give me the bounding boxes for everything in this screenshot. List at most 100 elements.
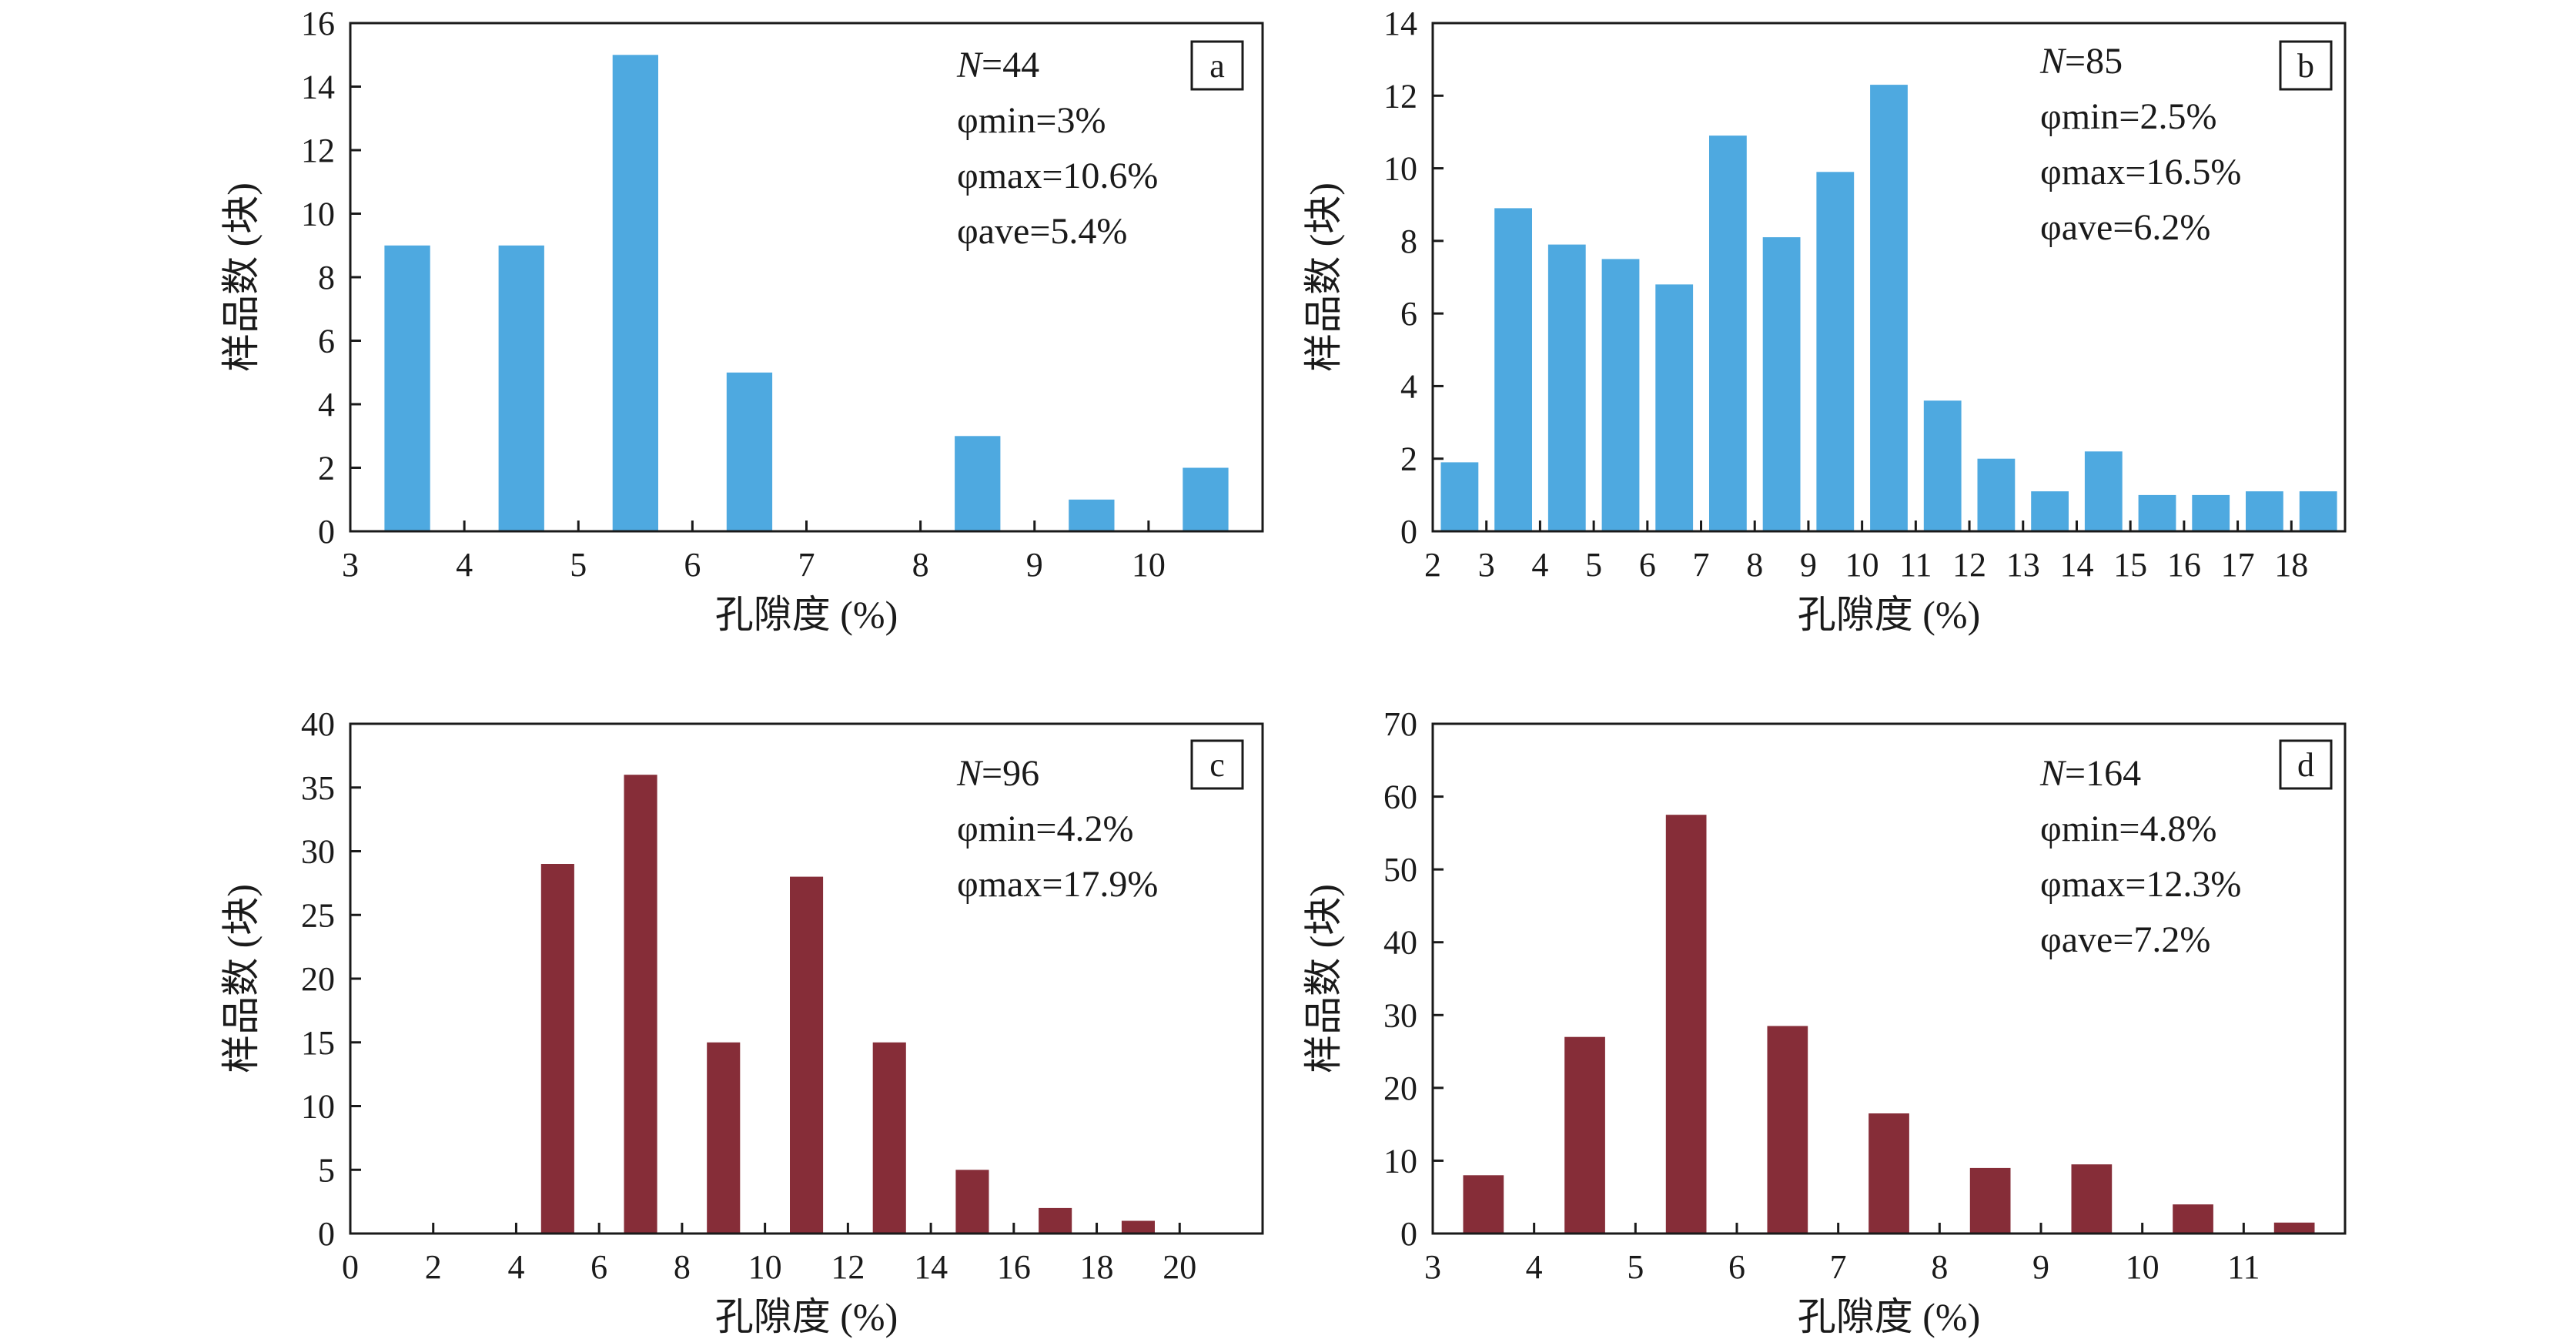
y-tick-label: 0 [318,513,335,551]
y-tick-label: 0 [318,1215,335,1253]
x-tick-label: 4 [1526,1248,1543,1286]
x-tick-label: 10 [748,1248,782,1286]
x-tick-label: 2 [1424,546,1441,584]
y-tick-label: 6 [318,323,335,360]
stat-text: φmax=12.3% [2040,864,2241,905]
stat-text: =44 [982,45,1039,85]
y-tick-label: 8 [318,259,335,296]
stat-annotation: N=96 [956,753,1039,794]
stat-annotation: φave=6.2% [2040,207,2210,248]
x-tick-label: 16 [997,1248,1031,1286]
bar [1494,208,1532,531]
x-tick-label: 7 [1693,546,1710,584]
plot-frame [349,22,1264,533]
bar [2246,491,2283,531]
x-tick-label: 12 [831,1248,865,1286]
bar [2192,494,2230,531]
y-tick-label: 4 [1400,367,1417,405]
y-tick-label: 12 [301,132,335,169]
x-tick-label: 18 [2274,546,2308,584]
x-tick-label: 15 [2113,546,2147,584]
bar [1870,85,1908,532]
x-tick-label: 8 [1931,1248,1948,1286]
x-tick-label: 3 [342,546,359,584]
stat-italic: N [2039,41,2067,82]
stat-annotation: N=85 [2039,41,2123,82]
bar [1868,1113,1909,1234]
y-axis-label: 样品数 (块) [219,884,263,1073]
bar [384,245,430,532]
panel-label-box [2279,40,2333,91]
bar [1767,1026,1808,1234]
x-tick-label: 16 [2167,546,2201,584]
panel-label: d [2297,746,2314,784]
bar [2031,491,2069,531]
y-tick-label: 14 [301,69,335,106]
chart-panel-a: 3 4 5 6 7 8 9 10 0 2 4 6 8 10 12 14 16 孔隙度 (%) 样品数 (块) a N=4… [219,5,1264,636]
bar [1977,458,2016,531]
stat-annotation: φmin=4.8% [2040,808,2216,849]
bar [2084,451,2123,531]
y-tick-label: 10 [1383,150,1417,188]
x-tick-label: 9 [1026,546,1043,584]
x-tick-label: 6 [590,1248,607,1286]
bar [2173,1204,2213,1234]
stat-italic: N [956,45,984,85]
x-tick-label: 10 [1132,546,1166,584]
x-tick-label: 6 [1728,1248,1745,1286]
x-tick-label: 11 [2227,1248,2260,1286]
bar [872,1042,906,1234]
x-tick-label: 11 [1899,546,1932,584]
stat-text: φave=7.2% [2040,919,2210,960]
panel-label: a [1209,47,1225,85]
x-tick-label: 5 [570,546,587,584]
chart-panel-c: 0 2 4 6 8 10 12 14 16 18 20 0 5 10 15 20 25 30 35 40 孔隙度 (%)… [219,705,1264,1338]
y-tick-label: 60 [1383,778,1417,816]
stat-text: φmax=17.9% [957,864,1158,905]
bar [1463,1175,1504,1234]
y-tick-label: 20 [301,960,335,998]
y-tick-label: 50 [1383,851,1417,889]
x-tick-label: 5 [1627,1248,1644,1286]
y-tick-label: 0 [1400,513,1417,551]
x-axis-label: 孔隙度 (%) [1798,593,1980,636]
stat-text: φmin=2.5% [2040,96,2216,137]
x-tick-label: 8 [674,1248,691,1286]
bar [726,372,773,532]
panel-label-box [1190,739,1244,790]
x-tick-label: 0 [342,1248,359,1286]
y-tick-label: 25 [301,896,335,934]
stat-text: =96 [982,753,1039,794]
x-axis-label: 孔隙度 (%) [715,593,898,636]
bar [1601,259,1640,531]
stat-annotation: φave=5.4% [957,211,1127,252]
stat-text: φmin=4.2% [957,808,1133,849]
x-tick-label: 2 [425,1248,442,1286]
y-tick-label: 40 [301,705,335,743]
y-tick-label: 6 [1400,295,1417,333]
panel-label: b [2297,47,2314,85]
bar [612,55,658,532]
x-tick-label: 18 [1080,1248,1114,1286]
bar [1564,1036,1605,1234]
panel-label: c [1209,746,1225,784]
y-tick-label: 15 [301,1024,335,1062]
y-tick-label: 2 [318,450,335,487]
x-tick-label: 20 [1163,1248,1196,1286]
y-tick-label: 12 [1383,77,1417,115]
y-tick-label: 8 [1400,223,1417,260]
x-tick-label: 10 [2126,1248,2159,1286]
x-tick-label: 7 [1830,1248,1847,1286]
stat-annotation: φmax=16.5% [2040,152,2241,192]
bar [1923,400,1962,531]
x-tick-label: 13 [2006,546,2040,584]
bar [624,775,657,1234]
bar [2071,1164,2113,1234]
y-tick-label: 16 [301,5,335,42]
y-tick-label: 2 [1400,440,1417,478]
y-tick-label: 10 [301,1088,335,1126]
x-tick-label: 14 [914,1248,948,1286]
y-tick-label: 10 [1383,1142,1417,1180]
stat-text: =164 [2065,753,2141,794]
bar [1655,284,1694,531]
